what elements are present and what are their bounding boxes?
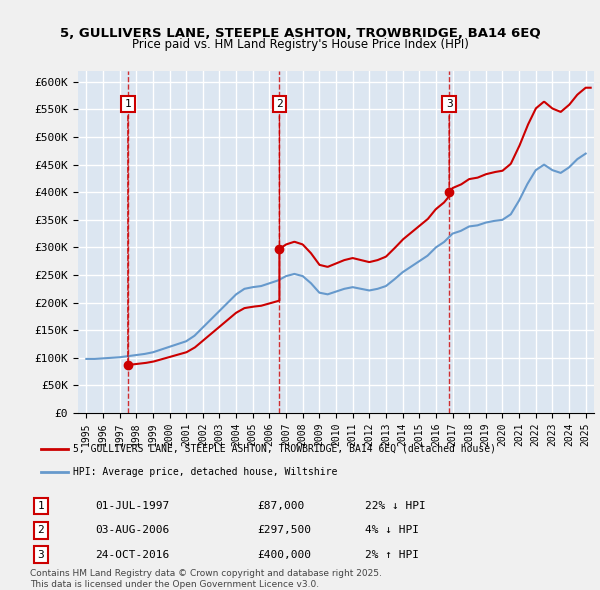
Text: 24-OCT-2016: 24-OCT-2016 (95, 550, 169, 559)
Text: HPI: Average price, detached house, Wiltshire: HPI: Average price, detached house, Wilt… (73, 467, 338, 477)
Text: 5, GULLIVERS LANE, STEEPLE ASHTON, TROWBRIDGE, BA14 6EQ (detached house): 5, GULLIVERS LANE, STEEPLE ASHTON, TROWB… (73, 444, 496, 454)
Text: 3: 3 (37, 550, 44, 559)
Text: £297,500: £297,500 (257, 525, 311, 535)
Text: Price paid vs. HM Land Registry's House Price Index (HPI): Price paid vs. HM Land Registry's House … (131, 38, 469, 51)
Text: 22% ↓ HPI: 22% ↓ HPI (365, 501, 425, 511)
Text: 1: 1 (37, 501, 44, 511)
Text: £400,000: £400,000 (257, 550, 311, 559)
Text: Contains HM Land Registry data © Crown copyright and database right 2025.
This d: Contains HM Land Registry data © Crown c… (30, 569, 382, 589)
Text: £87,000: £87,000 (257, 501, 304, 511)
Text: 3: 3 (446, 99, 452, 189)
Text: 01-JUL-1997: 01-JUL-1997 (95, 501, 169, 511)
Text: 03-AUG-2006: 03-AUG-2006 (95, 525, 169, 535)
Text: 5, GULLIVERS LANE, STEEPLE ASHTON, TROWBRIDGE, BA14 6EQ: 5, GULLIVERS LANE, STEEPLE ASHTON, TROWB… (59, 27, 541, 40)
Text: 2: 2 (276, 99, 283, 246)
Text: 4% ↓ HPI: 4% ↓ HPI (365, 525, 419, 535)
Text: 2% ↑ HPI: 2% ↑ HPI (365, 550, 419, 559)
Text: 1: 1 (125, 99, 131, 362)
Text: 2: 2 (37, 525, 44, 535)
